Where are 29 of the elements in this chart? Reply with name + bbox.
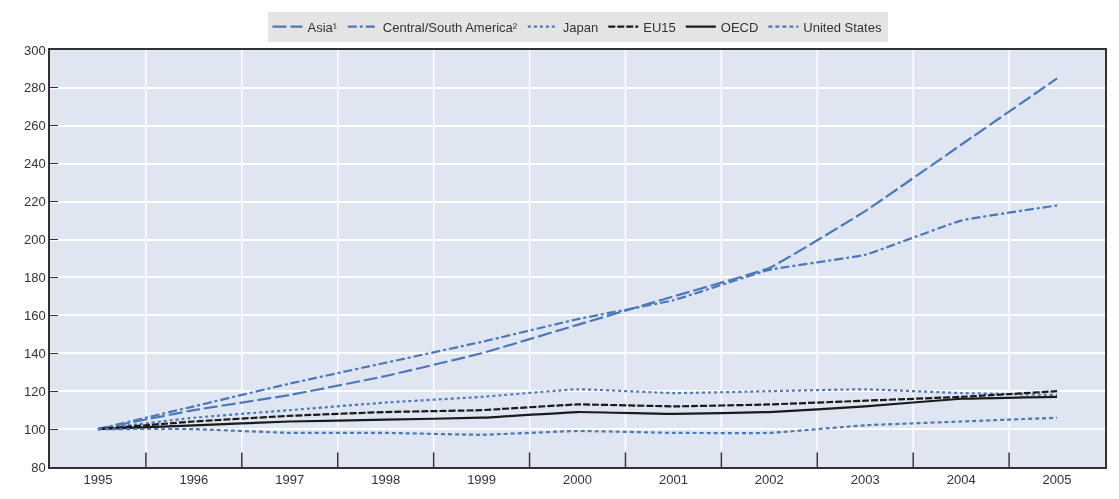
- y-tick-label: 160: [23, 307, 46, 323]
- y-tick-label: 180: [23, 270, 46, 285]
- x-tick-label: 1997: [275, 472, 305, 488]
- x-tick-label: 2000: [563, 472, 592, 488]
- legend-label: EU15: [643, 19, 676, 35]
- legend-label: Asia¹: [307, 19, 338, 35]
- x-tick-label: 2004: [946, 472, 976, 488]
- legend-label: United States: [803, 19, 882, 35]
- x-tick-label: 2001: [658, 472, 688, 488]
- y-tick-label: 140: [23, 345, 46, 361]
- legend-label: Japan: [562, 19, 599, 35]
- x-tick-label: 2005: [1042, 472, 1072, 488]
- y-tick-label: 260: [23, 118, 46, 134]
- x-tick-label: 2002: [754, 472, 784, 488]
- legend-label: OECD: [720, 19, 759, 35]
- y-tick-label: 280: [23, 80, 46, 96]
- y-tick-label: 220: [23, 194, 46, 210]
- y-tick-label: 300: [23, 42, 46, 58]
- x-tick-label: 1996: [179, 472, 209, 488]
- y-tick-label: 120: [23, 383, 46, 399]
- y-tick-label: 200: [23, 232, 46, 248]
- x-tick-label: 1998: [371, 472, 401, 488]
- x-tick-label: 1995: [83, 472, 113, 488]
- y-tick-label: 240: [23, 156, 46, 172]
- x-tick-label: 1999: [467, 472, 497, 488]
- legend-label: Central/South America²: [382, 19, 518, 35]
- y-tick-label: 80: [31, 459, 46, 475]
- x-tick-label: 2003: [850, 472, 880, 488]
- y-tick-label: 100: [23, 421, 46, 437]
